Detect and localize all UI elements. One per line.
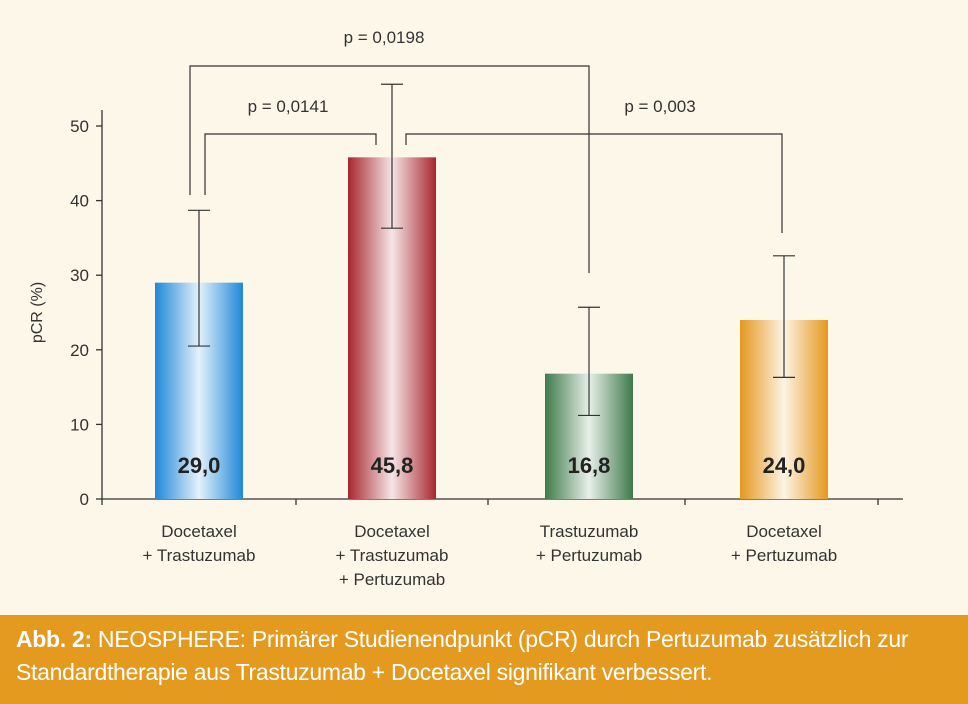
chart-figure: 0 10 20 30 40 50 pCR (%) 29,0 45,8 16,8 24,0 Doceta… (29, 28, 903, 589)
x-category-label: Docetaxel (746, 522, 822, 541)
x-category-label: Docetaxel (161, 522, 237, 541)
x-category-label: + Pertuzumab (731, 546, 837, 565)
data-label: 16,8 (568, 453, 611, 478)
x-category-label: Docetaxel (354, 522, 430, 541)
data-label: 24,0 (763, 453, 806, 478)
p-value-label: p = 0,0141 (248, 97, 329, 116)
x-category-label: + Trastuzumab (336, 546, 449, 565)
p-value-label: p = 0,0198 (344, 28, 425, 47)
y-axis-label: pCR (%) (29, 282, 46, 343)
caption-label: Abb. 2: (16, 626, 92, 652)
significance-bracket (204, 133, 377, 195)
x-category-label: + Trastuzumab (143, 546, 256, 565)
data-label: 45,8 (371, 453, 414, 478)
p-value-label: p = 0,003 (624, 97, 695, 116)
figure-caption: Abb. 2: NEOSPHERE: Primärer Studienendpu… (0, 615, 968, 704)
bar-chart: 0 10 20 30 40 50 pCR (%) 29,0 45,8 16,8 24,0 Doceta… (29, 28, 903, 589)
y-tick-label: 30 (70, 266, 89, 285)
y-tick-label: 50 (70, 117, 89, 136)
y-tick-label: 40 (70, 192, 89, 211)
data-label: 29,0 (178, 453, 221, 478)
x-category-label: + Pertuzumab (339, 570, 445, 589)
y-tick-label: 0 (80, 490, 89, 509)
y-tick-label: 20 (70, 341, 89, 360)
significance-bracket (405, 133, 783, 233)
y-tick-label: 10 (70, 415, 89, 434)
x-category-label: + Pertuzumab (536, 546, 642, 565)
significance-bracket (189, 65, 590, 273)
x-category-label: Trastuzumab (540, 522, 639, 541)
caption-text: NEOSPHERE: Primärer Studienendpunkt (pCR… (16, 626, 909, 685)
